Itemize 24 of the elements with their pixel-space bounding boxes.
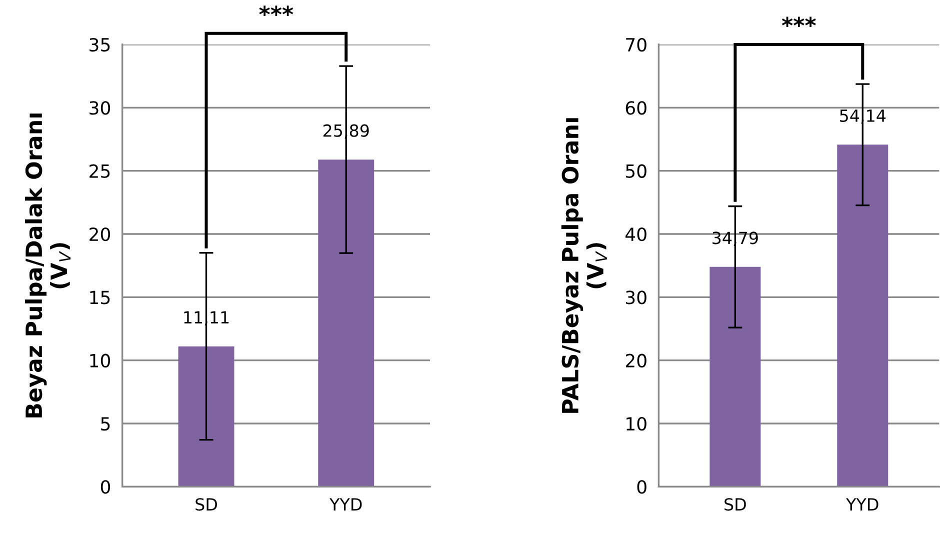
y-tick-label: 0 <box>100 480 110 494</box>
y-tick-label: 60 <box>626 101 646 115</box>
x-tick-label: SD <box>724 498 746 511</box>
text: *** <box>782 16 816 28</box>
y-tick-label: 70 <box>626 38 646 52</box>
text: *** <box>259 6 294 16</box>
y-tick-label: 15 <box>90 290 110 304</box>
y-axis-title: Beyaz Pulpa/Dalak Oranı (V$_{V}$) <box>25 114 71 418</box>
y-axis-title: PALS/Beyaz Pulpa Oranı (V$_{V}$) <box>561 118 607 413</box>
y-tick-label: 30 <box>626 290 646 304</box>
x-tick-label: YYD <box>846 498 878 510</box>
y-tick-label: 10 <box>90 354 110 368</box>
y-tick-label: 20 <box>90 227 110 242</box>
x-tick-label: YYD <box>329 498 362 510</box>
y-tick-label: 5 <box>101 417 110 431</box>
x-tick-label: SD <box>196 498 217 511</box>
y-tick-label: 30 <box>90 101 110 115</box>
y-tick-label: 0 <box>637 480 646 494</box>
y-tick-label: 50 <box>626 164 646 178</box>
y-tick-label: 40 <box>625 227 646 242</box>
y-tick-label: 35 <box>90 38 110 52</box>
y-tick-label: 20 <box>626 354 646 368</box>
y-tick-label: 10 <box>626 416 646 431</box>
y-tick-label: 25 <box>90 164 110 178</box>
